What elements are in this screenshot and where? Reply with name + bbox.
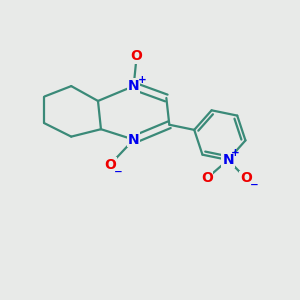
Text: N: N <box>128 79 140 93</box>
Text: N: N <box>128 133 140 147</box>
Text: O: O <box>104 158 116 172</box>
Text: O: O <box>240 171 252 185</box>
Text: O: O <box>201 171 213 185</box>
Text: +: + <box>138 75 146 85</box>
Text: N: N <box>222 153 234 167</box>
Text: +: + <box>231 148 240 158</box>
Text: −: − <box>250 180 259 190</box>
Text: −: − <box>114 167 123 176</box>
Text: O: O <box>131 50 142 63</box>
